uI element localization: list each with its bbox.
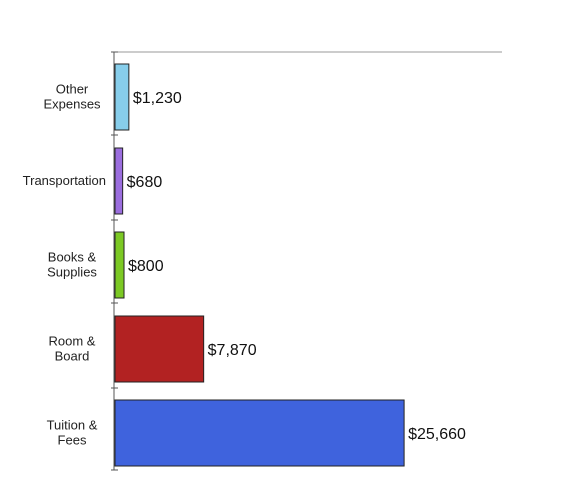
bar [114,63,130,131]
bar [114,147,124,215]
category-label-line: Supplies [47,265,97,280]
category-label: Other Expenses [43,82,101,112]
category-label: Books & Supplies [47,250,97,280]
bar [114,315,205,383]
category-label: Transportation [23,173,106,188]
category-label-line: Expenses [43,97,101,112]
category-label-line: Fees [58,433,87,448]
category-label-line: Other [56,82,89,97]
category-label: Room & Board [49,334,96,364]
bar-value-label: $7,870 [208,342,257,359]
bar-value-label: $680 [127,174,163,191]
category-label-line: Board [55,349,90,364]
category-label-line: Books & [48,250,97,265]
bar-value-label: $1,230 [133,90,182,107]
category-label: Tuition & Fees [47,418,98,448]
category-label-line: Tuition & [47,418,98,433]
bar [114,231,125,299]
category-label-line: Room & [49,334,96,349]
bar [114,399,405,467]
bar-value-label: $800 [128,258,164,275]
category-label-line: Transportation [23,173,106,188]
bar-value-label: $25,660 [408,426,466,443]
